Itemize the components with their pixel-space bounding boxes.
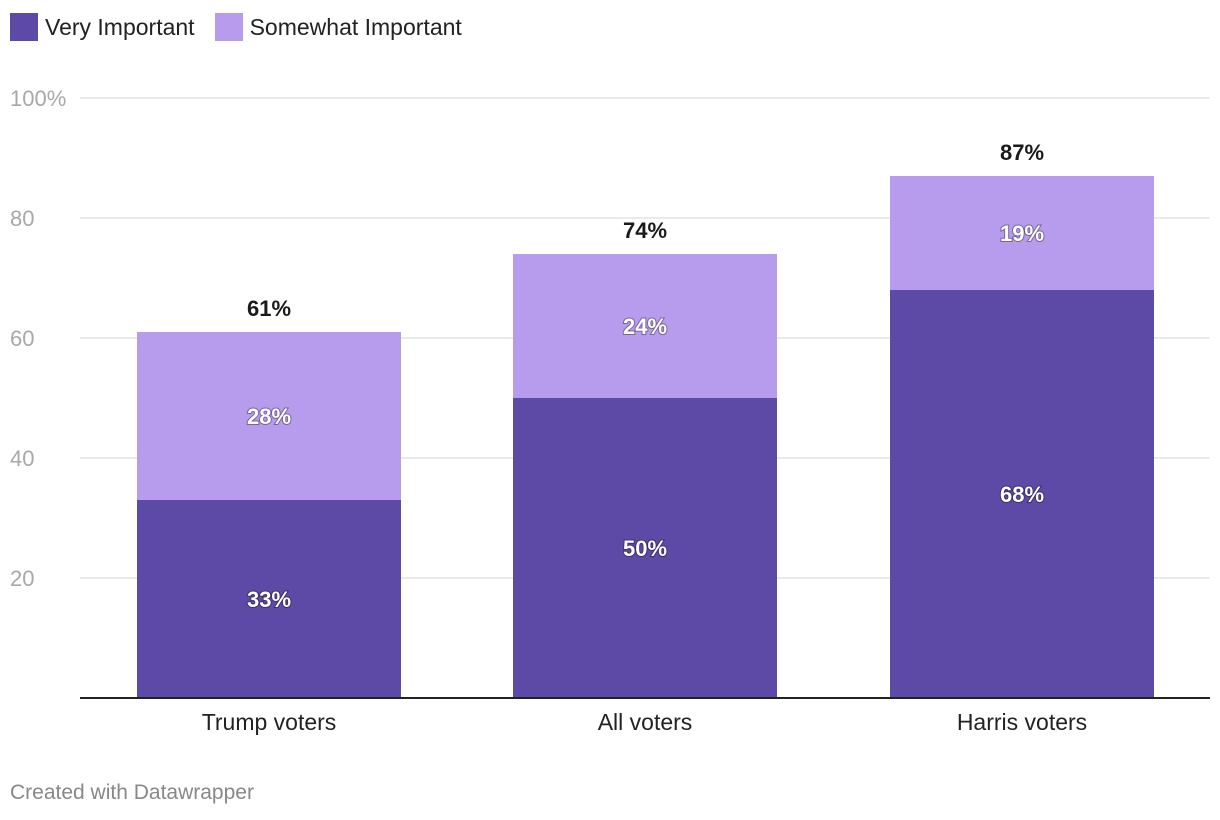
bar-segment [137,500,401,698]
bar-segment [890,176,1154,290]
segment-value-label: 50% [623,536,667,561]
total-value-label: 61% [247,296,291,321]
bar-segment [513,398,777,698]
x-category-label: Harris voters [957,709,1087,735]
bar-segment [137,332,401,500]
y-tick-label: 60 [10,326,34,351]
legend-swatch-very-important [10,13,38,41]
legend-swatch-somewhat-important [214,13,243,41]
segment-value-label: 19% [1000,221,1044,246]
x-category-label: All voters [598,709,693,735]
y-tick-label: 100% [10,86,66,111]
segment-value-label: 24% [623,314,667,339]
bar-segment [890,290,1154,698]
y-tick-label: 40 [10,446,34,471]
legend: Very Important Somewhat Important [10,12,462,42]
total-value-label: 74% [623,218,667,243]
stacked-bar-chart: 20 40 60 80 100% 33% 28% 61% Trump voters 50% 24% 7… [10,86,1210,735]
y-tick-label: 80 [10,206,34,231]
total-value-label: 87% [1000,140,1044,165]
segment-value-label: 33% [247,587,291,612]
footer-credit[interactable]: Created with Datawrapper [10,781,254,804]
bar-segment [513,254,777,398]
legend-label: Somewhat Important [249,13,462,40]
y-tick-label: 20 [10,566,34,591]
legend-item-very-important: Very Important [10,13,195,41]
legend-item-somewhat-important: Somewhat Important [214,13,462,41]
segment-value-label: 68% [1000,482,1044,507]
segment-value-label: 28% [247,404,291,429]
legend-label: Very Important [45,13,195,40]
x-category-label: Trump voters [202,709,337,735]
